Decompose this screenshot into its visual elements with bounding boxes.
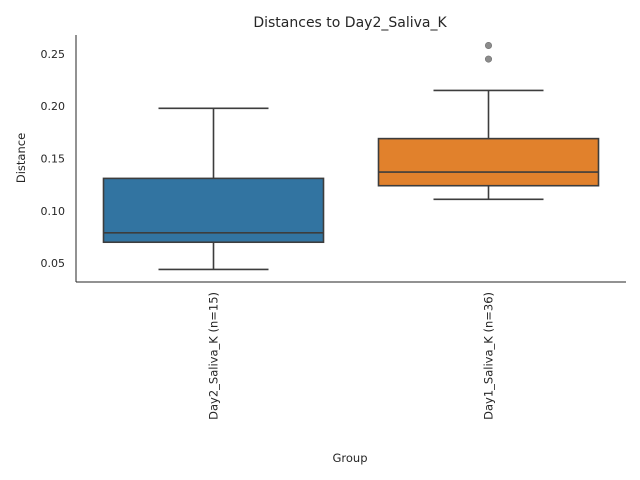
x-tick-label: Day1_Saliva_K (n=36) [482,292,496,420]
plot-area [102,41,600,271]
y-tick-label: 0.20 [41,100,66,113]
outlier-point [484,55,492,63]
chart-title: Distances to Day2_Saliva_K [253,15,447,31]
box-iqr [377,137,600,187]
y-tick-label: 0.25 [41,48,66,61]
y-tick-label: 0.10 [41,205,66,218]
box-group [102,107,325,271]
box-iqr [102,177,325,244]
y-tick-label: 0.05 [41,257,66,270]
y-axis-label: Distance [14,133,28,183]
x-tick-label: Day2_Saliva_K (n=15) [207,292,221,420]
box-group [377,41,600,201]
y-axis-ticks: 0.05 0.10 0.15 0.20 0.25 [41,48,66,270]
x-axis-ticks: Day2_Saliva_K (n=15) Day1_Saliva_K (n=36) [207,292,496,420]
y-tick-label: 0.15 [41,153,66,166]
outlier-point [484,41,492,49]
x-axis-label: Group [332,451,367,465]
